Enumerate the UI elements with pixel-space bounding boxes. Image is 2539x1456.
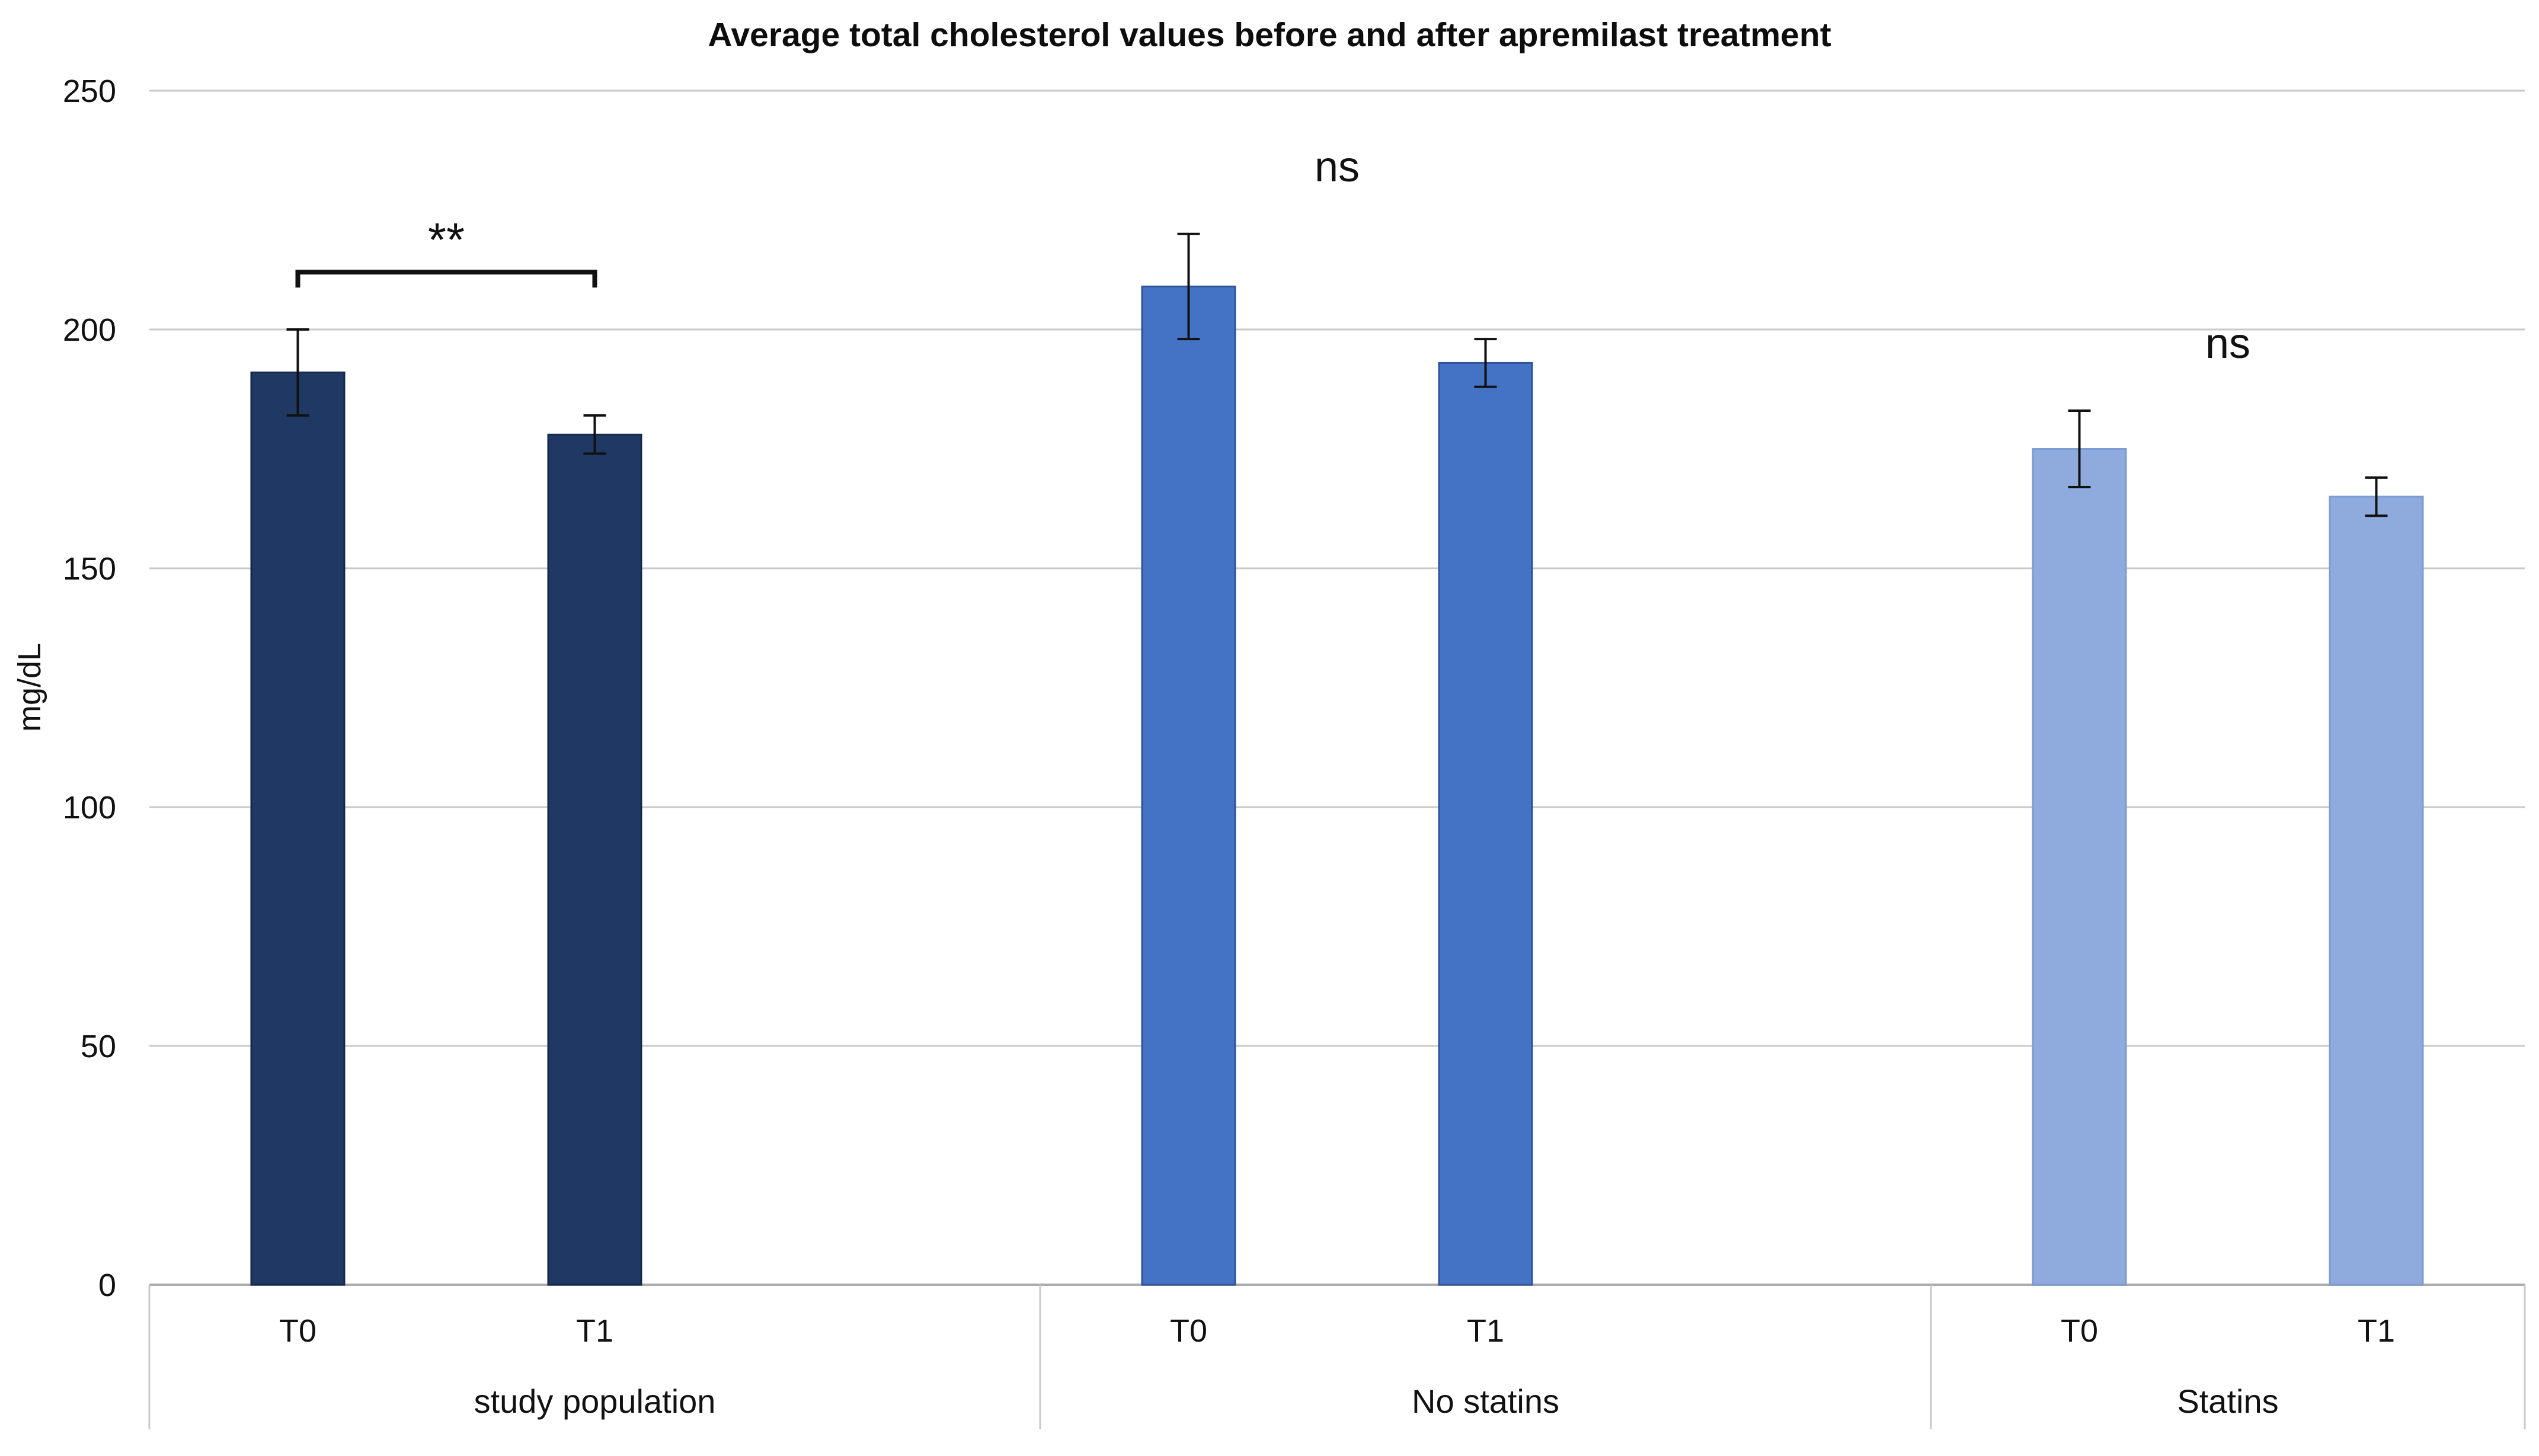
y-tick-label: 250 xyxy=(63,73,116,109)
bar xyxy=(2032,448,2127,1286)
significance-label: ns xyxy=(2205,320,2250,367)
group-label: study population xyxy=(474,1383,716,1420)
bar xyxy=(250,372,346,1286)
group-label: Statins xyxy=(2177,1383,2278,1420)
x-tick-label: T0 xyxy=(2061,1313,2098,1349)
significance-label: ** xyxy=(428,213,465,266)
x-tick-label: T0 xyxy=(279,1313,316,1349)
significance-label: ns xyxy=(1315,143,1360,191)
group-label: No statins xyxy=(1412,1383,1559,1420)
x-tick-label: T1 xyxy=(1467,1313,1504,1349)
x-tick-label: T1 xyxy=(576,1313,613,1349)
bar xyxy=(1438,361,1533,1286)
y-tick-label: 100 xyxy=(63,790,116,825)
y-tick-label: 0 xyxy=(98,1268,116,1303)
y-tick-label: 200 xyxy=(63,312,116,348)
y-tick-label: 50 xyxy=(81,1029,116,1064)
x-tick-label: T0 xyxy=(1170,1313,1207,1349)
significance-bracket xyxy=(295,270,597,288)
x-tick-label: T1 xyxy=(2358,1313,2395,1349)
bar xyxy=(1141,285,1236,1286)
bar xyxy=(547,433,642,1286)
chart-title: Average total cholesterol values before … xyxy=(708,16,1831,54)
bar xyxy=(2329,495,2424,1286)
y-tick-label: 150 xyxy=(63,551,116,587)
